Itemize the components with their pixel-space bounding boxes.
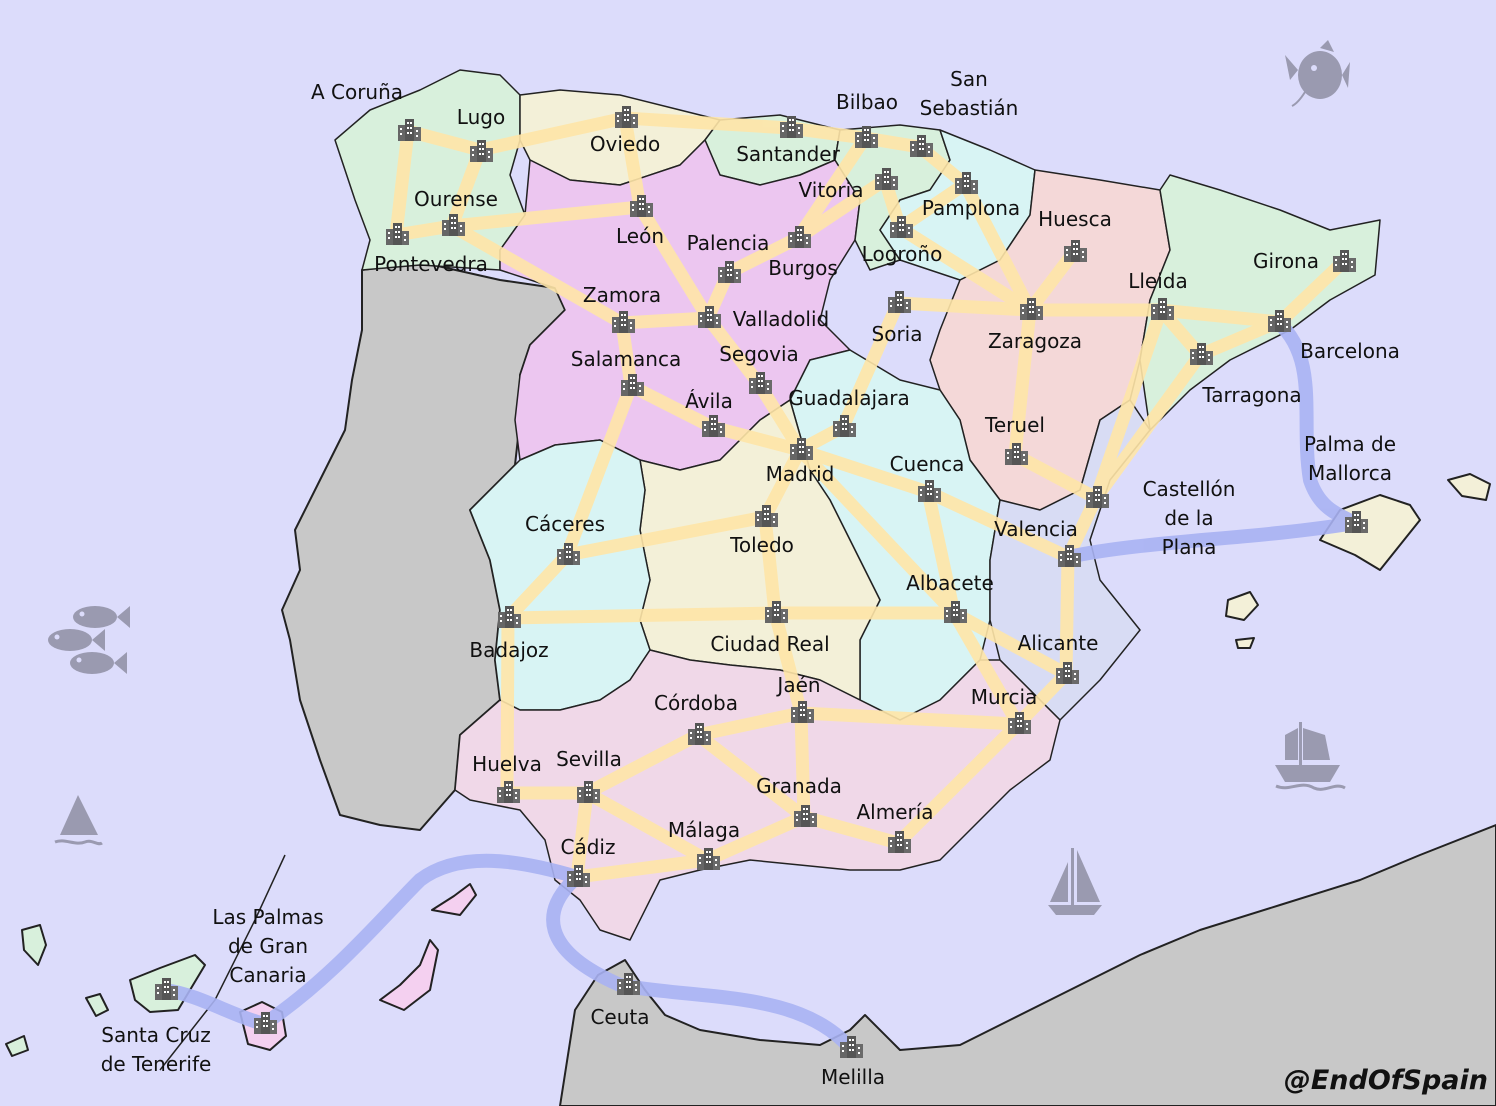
city-label-lugo: Lugo — [457, 105, 505, 129]
city-label-valencia: Valencia — [994, 517, 1078, 541]
shark-fin-icon — [54, 795, 103, 846]
city-label-soria: Soria — [872, 322, 923, 346]
city-label-las-palmas: Las Palmas de Gran Canaria — [212, 905, 323, 987]
city-label-san-sebastian: San Sebastián — [920, 67, 1019, 120]
city-label-toledo: Toledo — [729, 533, 794, 557]
city-label-zamora: Zamora — [583, 283, 661, 307]
city-label-caceres: Cáceres — [525, 512, 605, 536]
city-label-cadiz: Cádiz — [561, 835, 616, 859]
fish-icon — [1285, 40, 1350, 107]
fish-school-icon — [48, 606, 130, 674]
city-label-oviedo: Oviedo — [590, 132, 660, 156]
city-label-badajoz: Badajoz — [469, 638, 548, 662]
city-label-cuenca: Cuenca — [890, 452, 965, 476]
city-label-teruel: Teruel — [984, 413, 1045, 437]
city-label-pamplona: Pamplona — [922, 196, 1020, 220]
city-label-huesca: Huesca — [1038, 207, 1112, 231]
credit-text: @EndOfSpain — [1284, 1065, 1488, 1096]
city-label-girona: Girona — [1253, 249, 1319, 273]
city-label-ceuta: Ceuta — [590, 1005, 649, 1029]
city-label-logrono: Logroño — [862, 242, 943, 266]
city-label-lleida: Lleida — [1128, 269, 1188, 293]
city-label-segovia: Segovia — [719, 342, 799, 366]
city-label-pontevedra: Pontevedra — [374, 252, 488, 276]
city-label-burgos: Burgos — [768, 256, 838, 280]
city-label-bilbao: Bilbao — [836, 90, 898, 114]
city-label-murcia: Murcia — [971, 685, 1038, 709]
city-label-melilla: Melilla — [821, 1065, 885, 1089]
city-label-albacete: Albacete — [906, 571, 994, 595]
city-label-sevilla: Sevilla — [556, 747, 622, 771]
city-label-avila: Ávila — [685, 389, 733, 413]
sailboat-icon — [1048, 848, 1102, 915]
city-label-malaga: Málaga — [668, 818, 740, 842]
sailing-ship-icon — [1275, 722, 1346, 791]
city-label-guadalajara: Guadalajara — [788, 386, 909, 410]
city-labels: A Coruña Lugo Oviedo Santander Bilbao Sa… — [101, 67, 1400, 1089]
city-label-vitoria: Vitoria — [799, 178, 864, 202]
city-label-salamanca: Salamanca — [571, 347, 681, 371]
city-label-cordoba: Córdoba — [654, 691, 738, 715]
city-label-huelva: Huelva — [472, 752, 542, 776]
city-label-castellon: Castellón de la Plana — [1143, 477, 1236, 559]
city-label-ciudad-real: Ciudad Real — [710, 632, 829, 656]
decorations — [48, 40, 1350, 915]
city-label-palma: Palma de Mallorca — [1304, 432, 1396, 485]
city-label-granada: Granada — [756, 774, 842, 798]
city-label-a-coruna: A Coruña — [311, 80, 403, 104]
city-label-zaragoza: Zaragoza — [988, 329, 1082, 353]
sea-routes — [158, 315, 1362, 1055]
city-label-madrid: Madrid — [766, 462, 835, 486]
city-label-santa-cruz: Santa Cruz de Tenerife — [101, 1023, 212, 1076]
city-label-ourense: Ourense — [414, 187, 498, 211]
city-label-almeria: Almería — [856, 800, 933, 824]
city-label-jaen: Jaén — [775, 673, 820, 697]
city-label-santander: Santander — [736, 142, 840, 166]
city-label-barcelona: Barcelona — [1300, 339, 1400, 363]
city-label-alicante: Alicante — [1018, 631, 1099, 655]
city-label-leon: León — [616, 224, 664, 248]
city-label-tarragona: Tarragona — [1201, 383, 1301, 407]
city-label-valladolid: Valladolid — [733, 307, 830, 331]
city-label-palencia: Palencia — [687, 231, 770, 255]
